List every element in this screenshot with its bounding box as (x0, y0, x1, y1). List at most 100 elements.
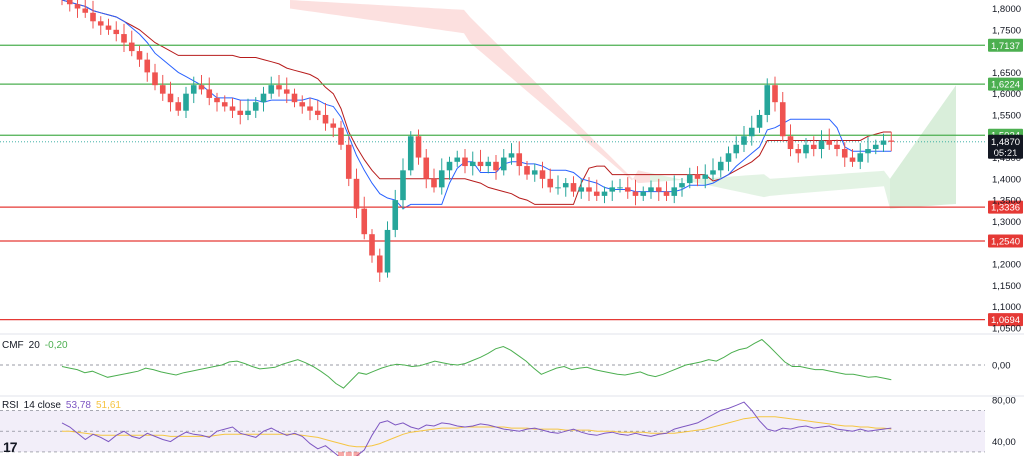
bullish-cloud (650, 170, 890, 209)
candle-body-4 (90, 12, 96, 22)
candle-body-59 (516, 153, 523, 167)
cmf-legend[interactable]: CMF 20 -0,20 (2, 340, 73, 351)
cmf-tick-zero: 0,00 (992, 361, 1011, 372)
candle-body-70 (601, 191, 608, 196)
candle-body-84 (710, 170, 716, 175)
candle-body-56 (493, 161, 499, 171)
candle-body-11 (144, 59, 151, 73)
candle-body-98 (818, 140, 825, 150)
candle-body-10 (136, 51, 143, 60)
rsi-pane: 80,00 40,00 (0, 395, 1024, 456)
candle-body-105 (872, 144, 879, 150)
candle-body-99 (826, 140, 833, 145)
kijun-line (61, 0, 892, 205)
candle-body-28 (276, 85, 282, 90)
candle-body-63 (547, 178, 554, 188)
candle-body-57 (500, 157, 507, 171)
candle-body-102 (849, 157, 856, 162)
candle-body-17 (190, 85, 197, 94)
candle-body-104 (865, 149, 871, 154)
candle-body-39 (361, 208, 368, 235)
candle-body-16 (183, 93, 189, 111)
candle-body-106 (880, 140, 887, 145)
candle-body-44 (400, 170, 406, 201)
candle-body-42 (384, 229, 391, 273)
candle-body-47 (423, 157, 430, 179)
level-label-4: 1,2540 (991, 237, 1020, 248)
candle-body-92 (772, 85, 778, 103)
candle-body-71 (609, 187, 616, 192)
candle-body-22 (229, 106, 236, 111)
candle-body-72 (617, 187, 623, 189)
candle-body-8 (121, 34, 127, 43)
level-label-3: 1,3336 (991, 203, 1020, 214)
candle-body-34 (322, 114, 329, 124)
rsi-legend[interactable]: RSI 14 close 53,78 51,61 (2, 400, 126, 411)
price-tick-4: 1,5500 (992, 110, 1021, 121)
candle-body-24 (245, 110, 251, 115)
candle-body-82 (694, 174, 701, 179)
candle-body-41 (376, 255, 383, 273)
candle-body-36 (338, 127, 344, 145)
candle-body-6 (105, 25, 112, 30)
cmf-param: 20 (28, 340, 40, 351)
candle-body-79 (671, 187, 678, 196)
level-tag-0 (988, 38, 1023, 52)
candle-body-107 (888, 140, 895, 142)
cmf-line (61, 338, 892, 389)
price-axis[interactable]: 1,8000 1,7500 1,6500 1,6000 1,5500 1,4000 1,35… (988, 4, 1023, 334)
candle-body-89 (748, 127, 755, 137)
candle-body-83 (702, 174, 709, 179)
candle-body-51 (454, 157, 461, 162)
rsi-name: RSI (2, 400, 19, 411)
current-price-countdown: 05:21 (994, 148, 1018, 159)
candle-body-61 (531, 170, 538, 175)
candle-body-77 (655, 187, 662, 192)
candlesticks (61, 0, 895, 282)
price-tick-0: 1,8000 (992, 4, 1021, 15)
candle-body-103 (857, 153, 864, 162)
candle-body-15 (175, 102, 182, 111)
candle-body-40 (369, 234, 375, 256)
candle-body-52 (462, 157, 468, 167)
rsi-oversold-fill (338, 451, 360, 456)
candle-body-2 (74, 4, 81, 9)
candle-body-33 (314, 110, 321, 115)
rsi-value: 53,78 (65, 400, 91, 411)
candle-body-60 (524, 166, 530, 175)
candle-body-54 (477, 161, 484, 167)
candle-body-80 (679, 183, 685, 188)
candle-body-93 (779, 102, 786, 137)
price-tick-8: 1,2000 (992, 260, 1021, 271)
candle-body-3 (82, 8, 89, 13)
candle-body-74 (632, 191, 639, 196)
candle-body-38 (353, 178, 360, 209)
candle-body-48 (431, 178, 437, 188)
candle-body-91 (764, 85, 771, 115)
candle-body-13 (159, 85, 166, 94)
price-tick-3: 1,6000 (992, 89, 1021, 100)
price-tick-obscured: 1,4500 (992, 153, 1021, 164)
level-label-1: 1,6224 (991, 80, 1020, 91)
candle-body-67 (578, 187, 585, 192)
candle-body-58 (508, 153, 515, 158)
rsi-tick-0: 80,00 (992, 396, 1016, 407)
rsi-ma-value: 51,61 (95, 400, 121, 411)
candle-body-100 (834, 144, 840, 150)
candle-body-78 (663, 191, 670, 196)
candle-body-26 (260, 93, 267, 103)
candle-body-19 (206, 89, 213, 98)
candle-body-64 (555, 187, 561, 189)
tradingview-logo[interactable]: 17 (3, 439, 18, 455)
candle-body-12 (152, 72, 158, 86)
candle-body-81 (686, 174, 693, 184)
candle-body-55 (485, 161, 492, 167)
candle-body-31 (299, 102, 306, 107)
candle-body-14 (167, 93, 174, 103)
price-tick-2: 1,6500 (992, 68, 1021, 79)
candle-body-21 (221, 102, 228, 107)
candle-body-7 (113, 29, 120, 35)
candle-body-88 (741, 136, 747, 145)
